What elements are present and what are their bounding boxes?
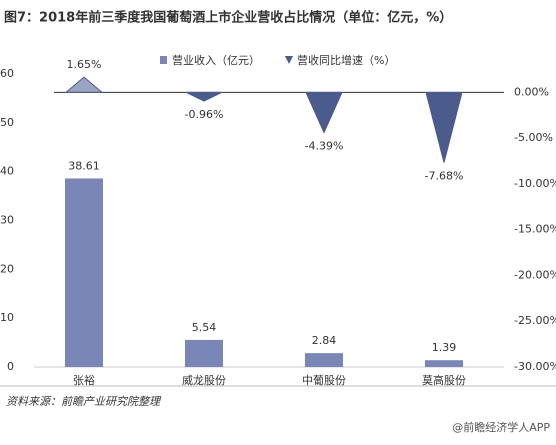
y2-tick-label: -10.00%	[514, 177, 556, 190]
bar	[305, 353, 343, 367]
y2-tick-label: -25.00%	[514, 314, 556, 327]
y-tick-label: 40	[0, 165, 14, 178]
x-tick-label: 莫高股份	[422, 373, 466, 387]
value-label: -4.39%	[305, 140, 344, 153]
value-label: 38.61	[68, 159, 100, 172]
bar	[65, 178, 103, 367]
value-label: 2.84	[312, 334, 337, 347]
y-tick-label: 60	[0, 67, 14, 80]
x-tick-label: 威龙股份	[182, 374, 226, 387]
y-tick-label: 10	[0, 311, 14, 324]
legend-swatch	[160, 56, 167, 64]
y2-tick-label: -30.00%	[514, 360, 556, 373]
value-label: 1.65%	[67, 58, 102, 71]
legend-swatch	[285, 56, 293, 64]
y2-tick-label: -5.00%	[514, 131, 553, 144]
growth-spike	[185, 91, 223, 102]
x-tick-label: 张裕	[73, 374, 95, 387]
growth-spike	[425, 91, 463, 163]
legend-label: 营业收入（亿元）	[172, 53, 260, 67]
watermark: @前瞻经济学人APP	[452, 420, 550, 434]
growth-spike	[305, 91, 343, 134]
bar	[185, 339, 223, 367]
growth-spike	[64, 76, 104, 93]
y-tick-label: 0	[7, 360, 14, 373]
value-label: -7.68%	[425, 170, 464, 183]
x-tick-label: 中葡股份	[302, 374, 346, 387]
bar	[425, 360, 463, 367]
y2-tick-label: 0.00%	[514, 85, 549, 98]
legend-label: 营收同比增速（%）	[297, 53, 395, 67]
value-label: -0.96%	[185, 108, 224, 121]
y-tick-label: 30	[0, 214, 14, 227]
chart-title: 图7：2018年前三季度我国葡萄酒上市企业营收占比情况（单位：亿元，%）	[4, 10, 452, 26]
source: 资料来源：前瞻产业研究院整理	[6, 395, 162, 408]
y2-tick-label: -15.00%	[514, 223, 556, 236]
value-label: 1.39	[432, 341, 457, 354]
y-tick-label: 20	[0, 262, 14, 275]
y2-tick-label: -20.00%	[514, 268, 556, 281]
value-label: 5.54	[192, 321, 217, 334]
y-tick-label: 50	[0, 116, 14, 129]
